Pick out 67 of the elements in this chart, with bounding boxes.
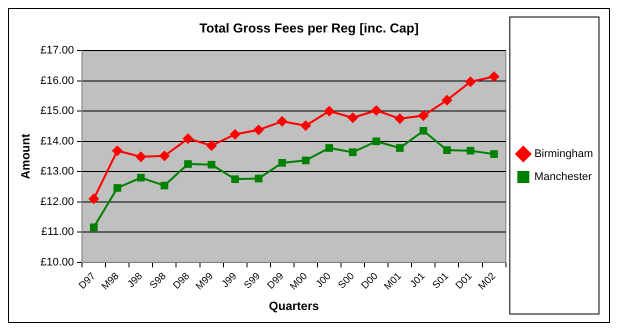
- point: [112, 146, 122, 156]
- point: [371, 106, 382, 116]
- point: [254, 124, 264, 135]
- point: [420, 126, 428, 135]
- point: [490, 150, 498, 158]
- x-axis-title: Quarters: [268, 299, 320, 314]
- x-tick-label: J01: [408, 270, 428, 290]
- y-tick-label: £10.00: [40, 256, 74, 268]
- point: [277, 116, 288, 126]
- point: [137, 174, 145, 182]
- x-tick-label: M98: [100, 270, 122, 292]
- point: [88, 194, 99, 204]
- point: [182, 134, 193, 144]
- x-tick-label: M00: [288, 270, 310, 292]
- point: [208, 160, 216, 168]
- point: [302, 156, 310, 164]
- point: [230, 129, 240, 140]
- y-axis-title: Amount: [18, 134, 33, 180]
- x-tick-label: J98: [126, 270, 146, 290]
- point: [159, 150, 170, 161]
- x-tick-label: M99: [194, 270, 216, 292]
- point: [466, 76, 476, 87]
- point: [396, 144, 404, 152]
- point: [442, 95, 452, 106]
- y-tick-label: £16.00: [40, 74, 74, 87]
- y-tick-label: £17.00: [40, 44, 74, 57]
- y-tick-label: £13.00: [40, 166, 74, 178]
- x-tick-label: D01: [454, 270, 475, 292]
- point: [278, 159, 286, 167]
- chart-title: Total Gross Fees per Reg [inc. Cap]: [199, 20, 419, 36]
- x-tick-label: S99: [242, 270, 263, 292]
- x-tick-label: M01: [382, 270, 404, 292]
- point: [348, 112, 358, 123]
- point: [136, 152, 146, 162]
- point: [90, 223, 98, 232]
- point: [325, 144, 334, 152]
- x-tick-label: D00: [360, 270, 381, 292]
- point: [348, 148, 357, 156]
- y-tick-label: £12.00: [40, 196, 74, 208]
- point: [443, 146, 451, 154]
- point: [300, 120, 311, 131]
- y-tick-label: £14.00: [40, 135, 74, 148]
- point: [160, 182, 168, 190]
- point: [466, 146, 474, 155]
- point: [418, 110, 428, 121]
- legend-label: Birmingham: [534, 148, 594, 160]
- x-tick-label: D99: [265, 270, 287, 292]
- y-tick-label: £11.00: [41, 226, 74, 238]
- point: [184, 160, 192, 168]
- x-tick-label: S00: [336, 270, 358, 292]
- point: [231, 175, 239, 183]
- point: [114, 184, 122, 192]
- x-tick-label: J00: [314, 270, 334, 290]
- x-tick-label: J99: [220, 270, 240, 290]
- point: [254, 174, 262, 182]
- x-tick-label: S01: [430, 270, 452, 292]
- point: [394, 114, 405, 124]
- x-tick-label: D97: [77, 270, 98, 292]
- y-tick-label: £15.00: [40, 105, 74, 118]
- x-tick-label: S98: [148, 270, 169, 292]
- point: [489, 72, 500, 82]
- point: [206, 140, 217, 151]
- legend-label: Manchester: [534, 171, 592, 184]
- point: [324, 106, 334, 116]
- x-tick-label: D98: [171, 270, 192, 292]
- point: [372, 138, 380, 146]
- x-tick-label: M02: [476, 270, 498, 292]
